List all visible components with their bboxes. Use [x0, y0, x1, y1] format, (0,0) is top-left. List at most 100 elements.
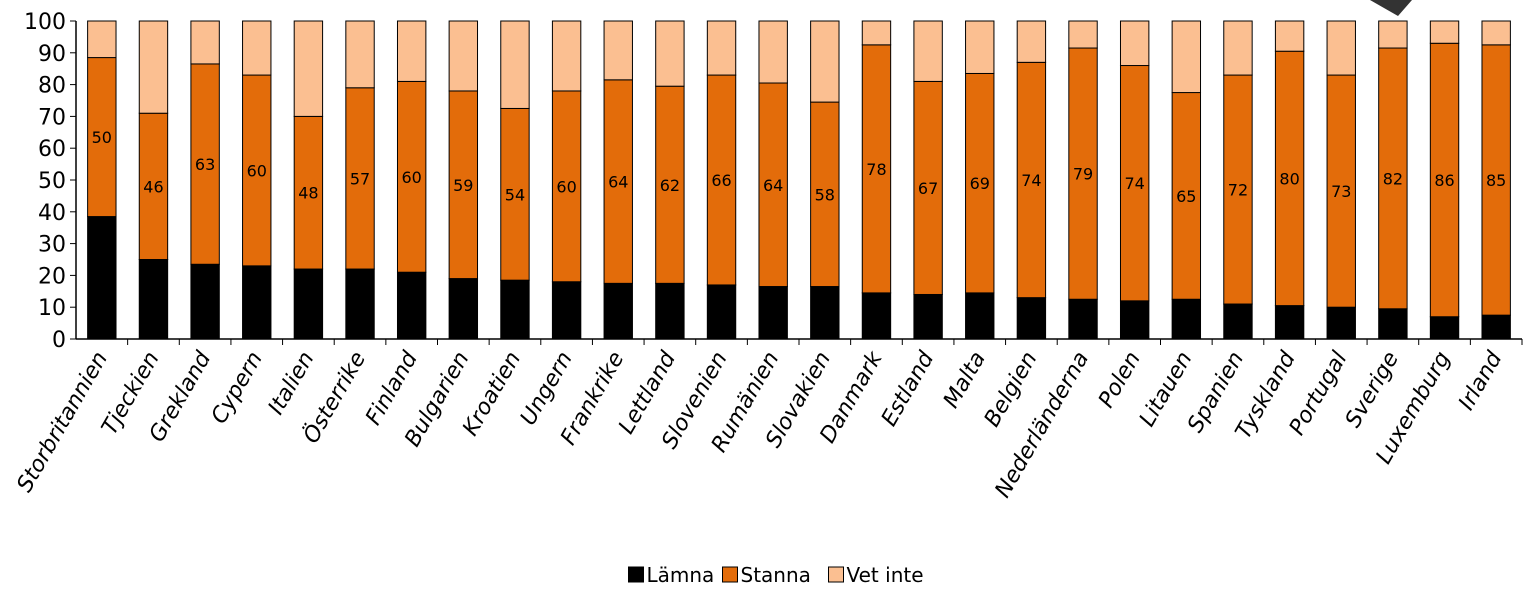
bar-segment-vet-inte [242, 20, 272, 76]
bar-segment-vet-inte [965, 20, 995, 74]
bar-segment-lämna [396, 271, 427, 340]
bar-segment-stanna [190, 63, 220, 265]
bar-segment-vet-inte [1068, 20, 1098, 49]
bar-segment-lämna [345, 268, 375, 340]
bar-segment-lämna [500, 279, 530, 340]
data-label: 72 [1228, 181, 1248, 200]
bar-segment-lämna [242, 265, 272, 340]
bar-segment-stanna [87, 57, 117, 218]
bar-segment-vet-inte [758, 20, 788, 84]
bar-segment-lämna [1223, 303, 1253, 340]
bar-segment-lämna [1016, 297, 1047, 340]
bar-segment-stanna [448, 90, 479, 280]
bar-segment-lämna [965, 292, 995, 340]
data-label: 48 [298, 184, 318, 203]
bar-segment-vet-inte [913, 20, 943, 82]
bar-segment-vet-inte [500, 20, 530, 109]
bar-segment-lämna [1274, 305, 1305, 340]
y-tick-label: 20 [38, 264, 66, 289]
y-tick-label: 90 [38, 42, 66, 67]
bar-segment-stanna [603, 79, 633, 284]
bar-segment-stanna [1274, 50, 1305, 307]
bar-segment-stanna [1016, 61, 1047, 299]
bar-segment-vet-inte [706, 20, 737, 76]
bar-segment-vet-inte [1016, 20, 1047, 63]
data-label: 78 [866, 160, 886, 179]
data-label: 59 [453, 176, 473, 195]
x-tick-label: Storbritannien [12, 348, 113, 497]
bar-segment-vet-inte [810, 20, 840, 103]
data-label: 50 [92, 128, 112, 147]
bar-segment-vet-inte [138, 20, 169, 114]
bar-segment-stanna [551, 90, 582, 283]
bar-segment-lämna [1429, 316, 1460, 340]
bar-segment-stanna [138, 112, 169, 260]
data-label: 64 [763, 176, 783, 195]
data-label: 60 [247, 161, 267, 180]
bar-segment-lämna [551, 281, 582, 340]
x-tick-label: Malta [939, 348, 991, 413]
y-tick-label: 100 [24, 10, 66, 35]
data-label: 86 [1434, 171, 1454, 190]
data-label: 82 [1383, 169, 1403, 188]
bar-segment-stanna [706, 74, 737, 286]
bar-segment-lämna [1326, 306, 1356, 340]
x-tick-label: Polen [1094, 348, 1146, 413]
bar-segment-lämna [448, 278, 479, 340]
x-tick-label: Italien [264, 348, 320, 420]
data-label: 54 [505, 185, 525, 204]
bars-layer [87, 20, 1511, 340]
data-label: 46 [143, 177, 163, 196]
data-label: 58 [815, 185, 835, 204]
legend-swatch-lämna [628, 566, 644, 583]
pointer-arrow-icon [1370, 0, 1412, 16]
data-label: 80 [1279, 169, 1299, 188]
data-label: 85 [1486, 171, 1506, 190]
y-tick-label: 70 [38, 105, 66, 130]
bar-segment-stanna [1481, 44, 1511, 316]
legend-label: Lämna [647, 563, 715, 587]
bar-segment-stanna [396, 80, 427, 273]
data-label: 63 [195, 155, 215, 174]
data-label: 74 [1125, 174, 1145, 193]
data-label: 66 [711, 171, 731, 190]
legend-swatch-stanna [722, 566, 738, 583]
bar-segment-stanna [1429, 42, 1460, 318]
bar-segment-stanna [500, 107, 530, 281]
data-label: 57 [350, 169, 370, 188]
bar-segment-lämna [706, 284, 737, 340]
data-label: 62 [660, 176, 680, 195]
y-tick-label: 60 [38, 137, 66, 162]
bar-segment-vet-inte [1223, 20, 1253, 76]
bar-segment-lämna [603, 282, 633, 340]
legend-label: Stanna [741, 563, 811, 587]
data-labels-layer: 50 46 63 60 48 57 60 59 54 60 64 62 66 64 58 78 67 69 74 79… [92, 128, 1507, 206]
bar-segment-lämna [1481, 314, 1511, 340]
bar-segment-stanna [861, 44, 892, 294]
legend: Lämna Stanna Vet inte [628, 563, 924, 587]
bar-segment-vet-inte [1274, 20, 1305, 52]
bar-segment-stanna [965, 72, 995, 294]
bar-segment-vet-inte [551, 20, 582, 92]
bar-segment-stanna [655, 85, 685, 284]
bar-segment-vet-inte [1119, 20, 1150, 67]
y-tick-label: 10 [38, 296, 66, 321]
bar-segment-vet-inte [1326, 20, 1356, 76]
legend-swatch-vet-inte [828, 566, 844, 583]
bar-segment-lämna [190, 263, 220, 340]
bar-segment-lämna [913, 293, 943, 340]
x-tick-label: Cypern [207, 348, 268, 429]
bar-segment-lämna [138, 259, 169, 340]
data-label: 65 [1176, 187, 1196, 206]
bar-segment-vet-inte [861, 20, 892, 46]
bar-segment-lämna [655, 282, 685, 340]
bar-segment-vet-inte [448, 20, 479, 92]
bar-segment-vet-inte [396, 20, 427, 82]
bar-segment-vet-inte [345, 20, 375, 89]
data-label: 64 [608, 173, 628, 192]
bar-segment-lämna [758, 286, 788, 340]
bar-segment-lämna [1068, 298, 1098, 340]
data-label: 67 [918, 179, 938, 198]
